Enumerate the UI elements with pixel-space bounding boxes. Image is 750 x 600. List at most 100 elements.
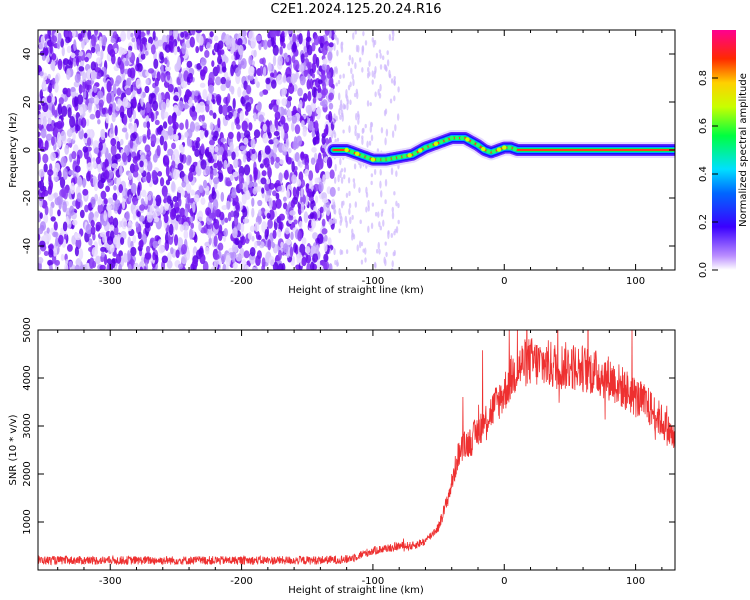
noise-speckle: [328, 102, 334, 110]
noise-speckle: [269, 30, 276, 38]
noise-speckle: [62, 167, 68, 180]
noise-speckle: [250, 153, 257, 162]
noise-speckle: [338, 228, 341, 234]
noise-speckle: [234, 238, 239, 246]
noise-speckle: [356, 110, 360, 118]
noise-speckle: [161, 101, 167, 112]
noise-speckle: [180, 255, 188, 265]
noise-speckle: [395, 200, 398, 207]
noise-speckle: [388, 73, 392, 79]
signal-trace-peak: [439, 139, 444, 145]
noise-speckle: [186, 60, 193, 68]
noise-speckle: [60, 156, 67, 168]
noise-speckle: [193, 194, 200, 203]
noise-speckle: [359, 219, 362, 225]
noise-speckle: [155, 86, 160, 93]
noise-speckle: [375, 52, 379, 59]
noise-speckle: [384, 259, 387, 267]
noise-speckle: [59, 176, 66, 189]
noise-speckle: [297, 206, 302, 216]
noise-speckle: [368, 60, 371, 67]
signal-trace-peak: [365, 155, 370, 160]
noise-speckle: [307, 90, 312, 102]
noise-speckle: [199, 82, 206, 88]
noise-speckle: [321, 90, 326, 99]
noise-speckle: [125, 87, 132, 96]
noise-speckle: [316, 209, 321, 219]
noise-speckle: [321, 75, 325, 87]
noise-speckle: [157, 171, 163, 177]
noise-speckle: [254, 241, 258, 249]
noise-speckle: [283, 108, 287, 116]
noise-speckle: [177, 237, 184, 248]
noise-speckle: [301, 38, 308, 47]
noise-speckle: [218, 154, 222, 162]
noise-speckle: [340, 168, 344, 173]
noise-speckle: [227, 93, 231, 104]
noise-speckle: [260, 177, 267, 185]
noise-speckle: [355, 112, 358, 121]
noise-speckle: [337, 174, 340, 183]
noise-speckle: [345, 220, 348, 229]
noise-speckle: [287, 83, 295, 95]
signal-trace-peak: [512, 146, 517, 152]
noise-speckle: [39, 41, 44, 50]
noise-speckle: [86, 162, 93, 172]
noise-speckle: [76, 192, 82, 203]
noise-speckle: [318, 181, 324, 193]
noise-speckle: [286, 43, 292, 51]
noise-speckle: [173, 95, 179, 102]
noise-speckle: [109, 49, 116, 58]
noise-speckle: [340, 41, 344, 46]
noise-speckle: [333, 33, 337, 40]
snr-y-tick-label: 1000: [22, 509, 33, 534]
noise-speckle: [117, 98, 122, 109]
noise-speckle: [189, 36, 195, 48]
noise-speckle: [257, 199, 263, 207]
noise-speckle: [112, 83, 117, 94]
noise-speckle: [69, 115, 76, 128]
noise-speckle: [370, 121, 374, 128]
noise-speckle: [80, 85, 86, 93]
noise-speckle: [132, 156, 138, 164]
noise-speckle: [290, 199, 296, 208]
noise-speckle: [164, 65, 172, 72]
noise-speckle: [246, 174, 250, 186]
noise-speckle: [132, 170, 139, 178]
noise-speckle: [74, 246, 79, 257]
noise-speckle: [108, 106, 113, 116]
noise-speckle: [260, 207, 266, 217]
noise-speckle: [292, 33, 297, 45]
noise-speckle: [97, 118, 101, 125]
noise-speckle: [397, 219, 400, 225]
noise-speckle: [73, 39, 77, 52]
noise-speckle: [133, 262, 139, 270]
noise-speckle: [113, 184, 117, 191]
noise-speckle: [381, 55, 385, 61]
noise-speckle: [249, 225, 256, 233]
colorbar-gradient: [712, 30, 736, 270]
snr-x-label: Height of straight line (km): [288, 585, 424, 596]
noise-speckle: [270, 99, 277, 106]
signal-trace-peak: [470, 140, 475, 145]
noise-speckle: [221, 204, 228, 211]
noise-speckle: [194, 148, 200, 157]
noise-speckle: [178, 144, 184, 151]
noise-speckle: [296, 30, 302, 34]
noise-speckle: [163, 191, 168, 204]
noise-speckle: [264, 228, 269, 241]
noise-speckle: [92, 175, 97, 188]
noise-speckle: [253, 129, 261, 139]
noise-speckle: [218, 146, 225, 156]
noise-speckle: [78, 50, 84, 57]
noise-speckle: [140, 53, 146, 60]
noise-speckle: [81, 117, 87, 128]
noise-speckle: [310, 101, 317, 112]
noise-speckle: [390, 233, 394, 238]
noise-speckle: [268, 256, 275, 266]
noise-speckle: [98, 196, 102, 205]
noise-speckle: [111, 112, 116, 123]
noise-speckle: [176, 46, 181, 53]
noise-speckle: [225, 79, 231, 89]
